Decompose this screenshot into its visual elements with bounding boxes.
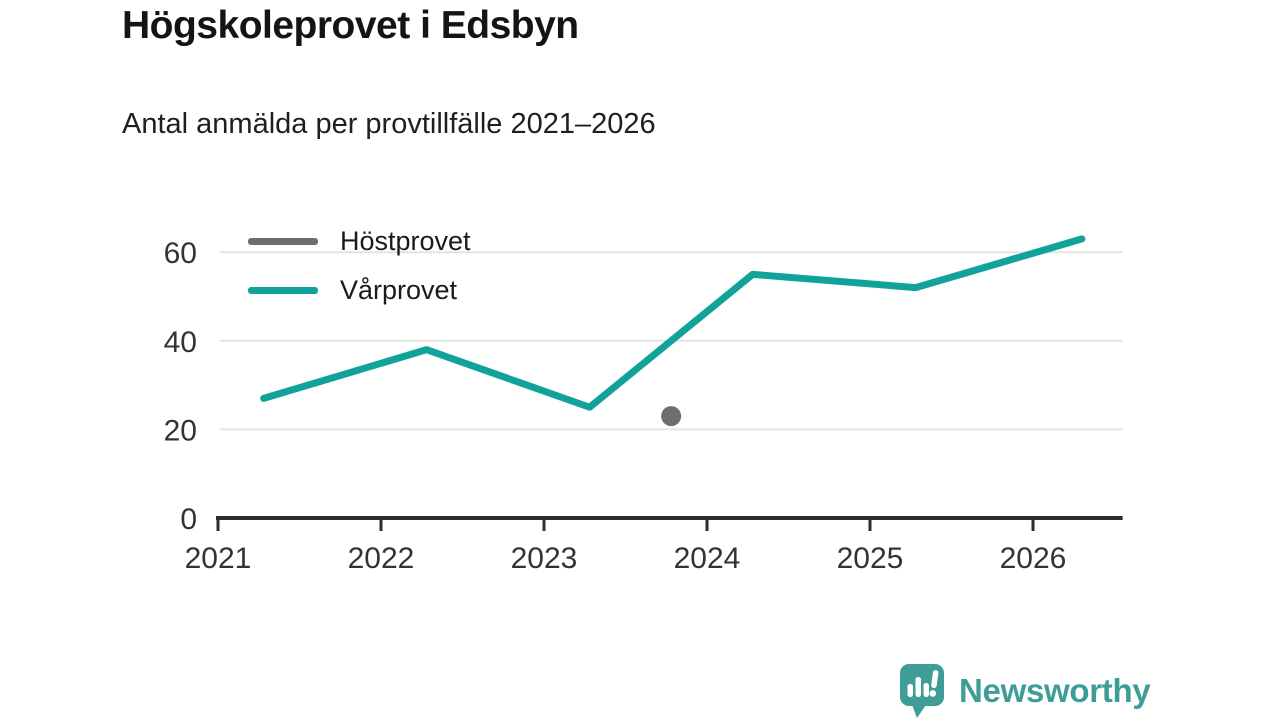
legend-item-varprovet: Vårprovet — [248, 266, 471, 315]
x-tick-label: 2024 — [674, 542, 741, 575]
newsworthy-branding: Newsworthy — [898, 662, 1151, 719]
legend-item-hostprovet: Höstprovet — [248, 217, 471, 266]
x-tick-label: 2022 — [348, 542, 415, 575]
chart-title: Högskoleprovet i Edsbyn — [122, 4, 579, 47]
legend-label-hostprovet: Höstprovet — [340, 226, 471, 256]
legend-label-varprovet: Vårprovet — [340, 275, 458, 305]
newsworthy-logo-icon — [900, 664, 944, 718]
y-tick-label: 0 — [180, 503, 197, 536]
legend-swatch-hostprovet — [248, 238, 318, 245]
y-tick-label: 20 — [164, 414, 197, 447]
chart-subtitle: Antal anmälda per provtillfälle 2021–202… — [122, 108, 656, 140]
y-tick-label: 40 — [164, 326, 197, 359]
x-tick-label: 2023 — [511, 542, 578, 575]
chart-legend: Höstprovet Vårprovet — [248, 217, 471, 315]
newsworthy-wordmark: Newsworthy — [959, 671, 1151, 709]
legend-swatch-varprovet — [248, 287, 318, 294]
x-tick-label: 2021 — [185, 542, 252, 575]
x-tick-label: 2026 — [1000, 542, 1067, 575]
series-point-höstprovet — [661, 406, 682, 427]
series-line-vårprovet — [260, 235, 1086, 411]
y-tick-label: 60 — [164, 237, 197, 270]
x-tick-label: 2025 — [837, 542, 904, 575]
